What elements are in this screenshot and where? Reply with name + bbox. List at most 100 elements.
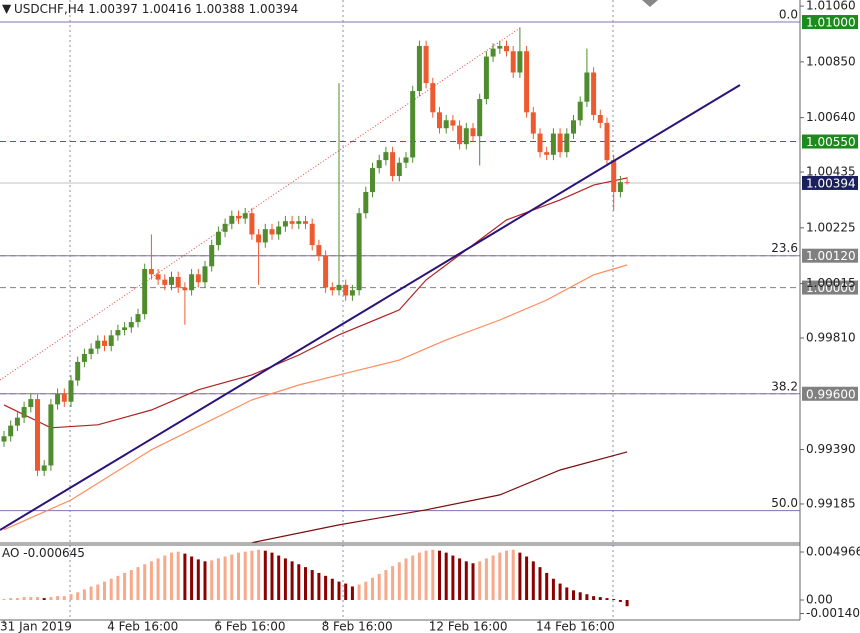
candle-body (81, 353, 87, 362)
ao-bar (545, 572, 549, 601)
candle-body (604, 122, 610, 161)
ao-bar (565, 587, 569, 601)
last-low: 1.00388 (195, 2, 245, 16)
ao-bar (203, 561, 207, 601)
ao-bar (377, 573, 381, 601)
ao-bar (397, 562, 401, 601)
ao-bar (143, 564, 147, 601)
candle-body (215, 231, 221, 246)
candle-body (262, 229, 268, 243)
candle-body (142, 268, 148, 315)
candle-body (229, 215, 235, 224)
candle-body (102, 340, 107, 346)
candle-body (182, 287, 188, 291)
candle-body (8, 425, 14, 437)
ao-bar (337, 581, 341, 601)
candle-body (222, 223, 228, 232)
ao-bar (230, 554, 234, 601)
ao-bar (49, 597, 53, 601)
ao-bar (36, 597, 39, 601)
ao-bar (531, 561, 535, 601)
ao-bar (283, 558, 287, 601)
candle-body (557, 133, 563, 153)
x-tick-label: 6 Feb 16:00 (214, 620, 285, 633)
candle-body (135, 314, 141, 323)
candle-body (577, 101, 583, 121)
ao-bar (417, 552, 421, 601)
ao-bar (42, 598, 46, 601)
candle-body (169, 276, 174, 285)
moving-average (3, 177, 628, 429)
ao-bar (498, 552, 502, 601)
ao-bar (250, 550, 254, 601)
ao-bar (538, 567, 542, 601)
candle-body (68, 380, 74, 402)
ao-bar (391, 566, 395, 601)
candle-body (517, 51, 523, 73)
ao-bar (384, 570, 388, 601)
ao-bar (290, 561, 294, 601)
x-tick-label: 8 Feb 16:00 (322, 620, 393, 633)
candle-body (497, 45, 503, 49)
ao-bar (411, 555, 415, 601)
ao-bar (598, 597, 602, 601)
candle-body (343, 284, 349, 296)
ao-bar (612, 599, 616, 601)
last-open: 1.00397 (88, 2, 138, 16)
candle-body (88, 348, 94, 354)
candle-body (396, 162, 402, 177)
y-tick-label: 0.99390 (806, 442, 856, 456)
candle-body (48, 404, 54, 466)
x-tick-label: 4 Feb 16:00 (107, 620, 178, 633)
candle-body (329, 287, 335, 291)
y-tick-label: 1.00640 (806, 110, 856, 124)
ao-bar (317, 572, 321, 601)
candle-body (383, 152, 389, 161)
x-tick-label: 12 Feb 16:00 (429, 620, 508, 633)
candle-body (390, 152, 396, 177)
candle-body (21, 407, 27, 418)
candle-body (202, 266, 208, 283)
candle-body (597, 114, 603, 123)
ao-bar (364, 581, 368, 601)
ao-bar (176, 551, 180, 601)
symbol: USDCHF,H4 (14, 2, 84, 16)
ao-bar (491, 555, 495, 601)
ao-bar (123, 572, 127, 601)
ao-bar (216, 558, 220, 601)
ao-bar (357, 584, 361, 601)
candle-body (61, 393, 67, 402)
ao-bar (478, 561, 482, 601)
candle-body (550, 133, 556, 155)
candle-body (544, 152, 550, 155)
ao-bar (551, 578, 555, 601)
ao-bar (243, 551, 247, 601)
ao-bar (149, 561, 153, 601)
candle-body (463, 128, 469, 145)
ao-y-tick-label: 0.00 (806, 593, 833, 607)
price-level-label: 1.01000 (806, 16, 856, 30)
candle-body (269, 229, 275, 235)
y-tick-label: 1.00015 (806, 276, 856, 290)
ao-bar (424, 550, 428, 601)
ao-bar (96, 584, 100, 601)
candle-body (483, 56, 489, 100)
candle-body (296, 221, 302, 224)
candle-body (282, 221, 288, 227)
price-level-label: 1.00000 (806, 281, 856, 295)
candle-body (416, 45, 422, 92)
candle-body (289, 221, 295, 224)
ao-bar (196, 559, 200, 601)
price-level-label: 1.00120 (806, 249, 856, 263)
price-level-label: 1.00550 (806, 135, 856, 149)
last-close: 1.00394 (249, 2, 299, 16)
candle-body (591, 72, 597, 115)
candle-body (490, 48, 496, 57)
candle-body (437, 112, 442, 129)
ao-bar (304, 567, 307, 601)
moving-average (251, 451, 628, 544)
ao-bar (190, 556, 194, 601)
current-price-box (802, 175, 858, 190)
